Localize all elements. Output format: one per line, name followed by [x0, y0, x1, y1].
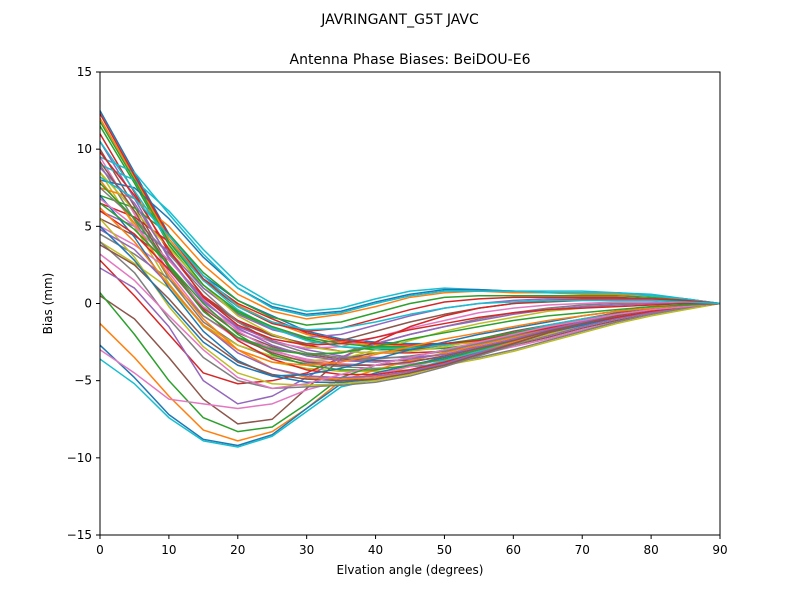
- y-axis: −15 −10 −5 0 5 10 15: [67, 65, 100, 542]
- series-line-17: [99, 225, 720, 350]
- y-tick-label: 15: [77, 65, 92, 79]
- x-tick-label: 70: [575, 543, 590, 557]
- series-line-19: [99, 241, 720, 362]
- series-line-49: [99, 151, 720, 346]
- x-tick-label: 50: [437, 543, 452, 557]
- series-line-20: [99, 156, 721, 317]
- chart-suptitle: JAVRINGANT_G5T JAVC: [320, 12, 479, 28]
- series-line-45: [99, 253, 721, 390]
- series-line-48: [99, 182, 721, 356]
- series-line-34: [99, 210, 721, 376]
- series-line-22: [99, 267, 720, 405]
- x-axis: 0 10 20 30 40 50 60 70 80 90: [96, 535, 728, 557]
- x-tick-label: 90: [712, 543, 727, 557]
- x-axis-label: Elvation angle (degrees): [337, 563, 484, 577]
- y-tick-label: −15: [67, 528, 92, 542]
- chart-title: Antenna Phase Biases: BeiDOU-E6: [290, 52, 531, 68]
- y-tick-label: 0: [84, 297, 92, 311]
- y-tick-label: −10: [67, 451, 92, 465]
- plot-area: [99, 110, 721, 448]
- x-tick-label: 40: [368, 543, 383, 557]
- series-line-13: [99, 194, 721, 326]
- y-tick-label: 5: [84, 219, 92, 233]
- series-line-21: [99, 259, 721, 385]
- series-line-50: [99, 176, 721, 331]
- y-tick-label: 10: [77, 142, 92, 156]
- y-axis-label: Bias (mm): [41, 273, 55, 335]
- x-tick-label: 20: [230, 543, 245, 557]
- x-tick-label: 0: [96, 543, 104, 557]
- x-tick-label: 10: [161, 543, 176, 557]
- x-tick-label: 30: [299, 543, 314, 557]
- x-tick-label: 60: [506, 543, 521, 557]
- y-tick-label: −5: [74, 374, 92, 388]
- x-tick-label: 80: [643, 543, 658, 557]
- series-line-47: [99, 207, 721, 366]
- series-line-12: [99, 187, 721, 320]
